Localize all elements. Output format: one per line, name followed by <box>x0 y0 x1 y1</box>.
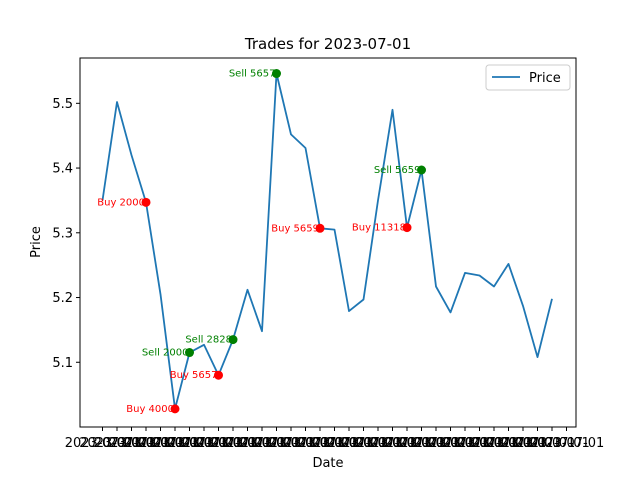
buy-trade-marker <box>214 370 223 380</box>
x-tick-label: 2023-07-01 <box>195 436 271 451</box>
buy-trade-label: Buy 5657 <box>170 370 218 381</box>
sell-trade-label: Sell 5657 <box>229 69 276 80</box>
y-tick-label: 5.4 <box>52 162 73 177</box>
x-tick-label: 2023-07-01 <box>311 436 387 451</box>
x-tick-label: 2023-07-01 <box>413 436 489 451</box>
sell-trade-marker <box>272 69 281 79</box>
buy-trade-label: Buy 2000 <box>97 197 145 208</box>
x-tick-label: 2023-07-01 <box>137 436 213 451</box>
y-tick-label: 5.1 <box>52 356 73 371</box>
sell-trade-marker <box>228 335 238 345</box>
sell-trade-marker <box>185 348 194 358</box>
legend-box <box>485 64 571 91</box>
x-tick-label: 2023-07-01 <box>239 436 315 451</box>
x-tick-label: 2023-07-01 <box>355 436 431 451</box>
buy-trade-label: Buy 11318 <box>352 223 406 234</box>
x-tick-label: 2023-07-01 <box>442 436 518 451</box>
sell-trade-label: Sell 2828 <box>185 335 232 346</box>
buy-trade-label: Buy 4000 <box>126 404 174 415</box>
x-tick-label: 2023-07-01 <box>152 436 228 451</box>
x-tick-label: 2023-07-01 <box>471 436 547 451</box>
y-axis-title: Price <box>29 226 44 258</box>
x-tick-label: 2023-07-01 <box>384 436 460 451</box>
x-tick-label: 2023-07-01 <box>514 436 590 451</box>
sell-trade-label: Sell 5659 <box>374 165 421 176</box>
x-tick-label: 2023-07-01 <box>224 436 300 451</box>
x-tick-label: 2023-07-01 <box>253 436 329 451</box>
x-tick-label: 2023-07-01 <box>268 436 344 451</box>
plot-frame <box>79 57 577 428</box>
x-tick-label: 2023-07-01 <box>166 436 242 451</box>
x-tick-label: 2023-07-01 <box>326 436 402 451</box>
y-tick-label: 5.5 <box>52 97 73 112</box>
sell-trade-label: Sell 2000 <box>142 348 189 359</box>
x-tick-label: 2023-07-01 <box>500 436 576 451</box>
buy-trade-label: Buy 5659 <box>271 223 319 234</box>
x-tick-label: 2023-07-01 <box>529 436 605 451</box>
x-tick-label: 2023-07-01 <box>282 436 358 451</box>
x-tick-label: 2023-07-01 <box>94 436 170 451</box>
x-tick-label: 2023-07-01 <box>340 436 416 451</box>
x-axis-title: Date <box>312 456 343 471</box>
buy-trade-marker <box>141 197 151 207</box>
x-tick-label: 2023-07-01 <box>123 436 199 451</box>
legend-label: Price <box>529 71 561 86</box>
buy-trade-marker <box>402 223 412 233</box>
y-tick-label: 5.3 <box>52 226 73 241</box>
price-series-line <box>101 72 553 410</box>
buy-trade-marker <box>315 223 325 233</box>
x-tick-label: 2023-07-01 <box>297 436 373 451</box>
y-tick-label: 5.2 <box>52 291 73 306</box>
x-tick-label: 2023-07-01 <box>65 436 141 451</box>
chart-title: Trades for 2023-07-01 <box>244 35 411 53</box>
x-tick-label: 2023-07-01 <box>79 436 155 451</box>
x-tick-label: 2023-07-01 <box>108 436 184 451</box>
x-tick-label: 2023-07-01 <box>369 436 445 451</box>
x-tick-label: 2023-07-01 <box>210 436 286 451</box>
x-tick-label: 2023-07-01 <box>181 436 257 451</box>
x-tick-label: 2023-07-01 <box>456 436 532 451</box>
buy-trade-marker <box>170 404 180 414</box>
x-tick-label: 2023-07-01 <box>485 436 561 451</box>
legend: Price <box>485 64 571 91</box>
x-tick-label: 2023-07-01 <box>398 436 474 451</box>
sell-trade-marker <box>417 165 426 175</box>
x-tick-label: 2023-07-01 <box>427 436 503 451</box>
